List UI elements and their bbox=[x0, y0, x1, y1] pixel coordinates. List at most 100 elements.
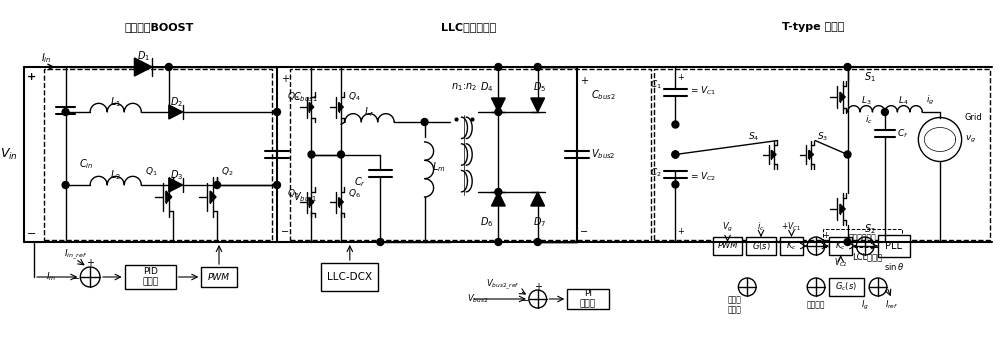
Text: $Q_2$: $Q_2$ bbox=[221, 166, 233, 178]
Text: $=V_{C1}$: $=V_{C1}$ bbox=[689, 85, 716, 97]
Text: $I_{in\_ref}$: $I_{in\_ref}$ bbox=[64, 248, 87, 262]
Text: $=V_{C2}$: $=V_{C2}$ bbox=[689, 170, 716, 183]
Text: $D_6$: $D_6$ bbox=[480, 215, 493, 229]
Text: $D_5$: $D_5$ bbox=[533, 80, 546, 94]
Text: PLL: PLL bbox=[885, 241, 902, 251]
Text: $-$: $-$ bbox=[520, 294, 529, 304]
Text: $v_g$: $v_g$ bbox=[965, 134, 976, 145]
Bar bbox=[321, 263, 378, 291]
Circle shape bbox=[672, 151, 679, 158]
Text: $Q_1$: $Q_1$ bbox=[145, 166, 157, 178]
Text: $L_1$: $L_1$ bbox=[110, 95, 121, 109]
Text: $C_r$: $C_r$ bbox=[354, 176, 366, 189]
Text: 交错并联BOOST: 交错并联BOOST bbox=[124, 22, 194, 32]
Text: $n_1\!:\!n_2$: $n_1\!:\!n_2$ bbox=[451, 81, 477, 93]
Text: $I_g$: $I_g$ bbox=[861, 299, 869, 311]
Text: $L_4$: $L_4$ bbox=[898, 95, 909, 107]
Text: $V_{bus1}$: $V_{bus1}$ bbox=[293, 190, 317, 204]
Circle shape bbox=[534, 63, 541, 70]
Circle shape bbox=[308, 151, 315, 158]
Polygon shape bbox=[309, 102, 314, 112]
Text: PID
控制器: PID 控制器 bbox=[142, 267, 158, 287]
Circle shape bbox=[844, 239, 851, 245]
Bar bbox=[44, 69, 272, 240]
Bar bbox=[654, 69, 990, 240]
Text: +: + bbox=[86, 258, 94, 268]
Circle shape bbox=[338, 151, 344, 158]
Polygon shape bbox=[840, 92, 845, 102]
Circle shape bbox=[844, 151, 851, 158]
Circle shape bbox=[421, 119, 428, 125]
Bar bbox=[829, 278, 864, 296]
Text: $C_{bus2}$: $C_{bus2}$ bbox=[591, 88, 615, 102]
Text: $L_m$: $L_m$ bbox=[432, 160, 446, 174]
Text: $K_c$: $K_c$ bbox=[786, 240, 797, 252]
Text: 母线均压控制: 母线均压控制 bbox=[848, 234, 876, 243]
Text: +: + bbox=[677, 72, 684, 82]
Polygon shape bbox=[169, 178, 183, 192]
Text: $I_{in}$: $I_{in}$ bbox=[46, 271, 56, 283]
Circle shape bbox=[881, 109, 888, 116]
Text: $G(s)$: $G(s)$ bbox=[752, 240, 770, 252]
Circle shape bbox=[844, 63, 851, 70]
Text: $Q_5$: $Q_5$ bbox=[287, 188, 300, 200]
Text: $I_{in}$: $I_{in}$ bbox=[41, 51, 51, 65]
Bar bbox=[780, 237, 803, 255]
Text: $S_2$: $S_2$ bbox=[864, 222, 876, 236]
Text: $V_{in}$: $V_{in}$ bbox=[0, 147, 18, 162]
Circle shape bbox=[672, 151, 679, 158]
Text: PWM: PWM bbox=[208, 273, 230, 281]
Text: $L_3$: $L_3$ bbox=[861, 95, 871, 107]
Text: $V_{bus2}$: $V_{bus2}$ bbox=[467, 293, 489, 305]
Text: $S_1$: $S_1$ bbox=[864, 70, 876, 84]
Bar bbox=[878, 235, 910, 257]
Text: LCL滤波器: LCL滤波器 bbox=[852, 252, 883, 262]
Text: $C_{in}$: $C_{in}$ bbox=[79, 158, 94, 172]
Bar bbox=[829, 237, 852, 255]
Text: $G_c(s)$: $G_c(s)$ bbox=[835, 281, 858, 293]
Text: $-$: $-$ bbox=[579, 225, 588, 235]
Polygon shape bbox=[531, 98, 545, 112]
Text: $-$: $-$ bbox=[71, 272, 80, 282]
Text: $-$: $-$ bbox=[280, 225, 289, 235]
Text: $L_r$: $L_r$ bbox=[364, 105, 375, 119]
Polygon shape bbox=[169, 105, 183, 119]
Text: +: + bbox=[281, 74, 289, 84]
Text: 有源阻尼: 有源阻尼 bbox=[807, 301, 825, 309]
Bar bbox=[823, 229, 902, 247]
Polygon shape bbox=[166, 191, 172, 203]
Polygon shape bbox=[491, 192, 505, 206]
Polygon shape bbox=[339, 102, 343, 112]
Text: $C_f$: $C_f$ bbox=[897, 128, 908, 140]
Text: $D_3$: $D_3$ bbox=[170, 168, 183, 182]
Text: $L_2$: $L_2$ bbox=[110, 168, 121, 182]
Text: $S_4$: $S_4$ bbox=[748, 130, 760, 143]
Text: $i_c$: $i_c$ bbox=[757, 221, 765, 233]
Circle shape bbox=[274, 182, 280, 188]
Text: $-$: $-$ bbox=[26, 227, 36, 237]
Text: $D_4$: $D_4$ bbox=[480, 80, 493, 94]
Text: 电网电
压前馈: 电网电 压前馈 bbox=[727, 295, 741, 315]
Polygon shape bbox=[210, 191, 216, 203]
Circle shape bbox=[672, 181, 679, 188]
Text: PWM: PWM bbox=[717, 242, 738, 250]
Text: $I_{ref}$: $I_{ref}$ bbox=[885, 299, 898, 311]
Text: $S_3$: $S_3$ bbox=[817, 130, 829, 143]
Text: $i_c$: $i_c$ bbox=[865, 114, 873, 126]
Circle shape bbox=[672, 121, 679, 128]
Circle shape bbox=[274, 109, 280, 116]
Bar bbox=[713, 237, 742, 255]
Polygon shape bbox=[339, 197, 343, 207]
Text: $V_{bus2\_ref}$: $V_{bus2\_ref}$ bbox=[486, 278, 520, 292]
Bar bbox=[125, 265, 176, 289]
Text: LLC谐振变换器: LLC谐振变换器 bbox=[441, 22, 496, 32]
Circle shape bbox=[165, 63, 172, 70]
Text: $C_1$: $C_1$ bbox=[650, 79, 662, 91]
Polygon shape bbox=[809, 150, 814, 159]
Bar bbox=[567, 289, 609, 309]
Text: $i_g$: $i_g$ bbox=[926, 93, 935, 106]
Text: $Q_6$: $Q_6$ bbox=[348, 188, 361, 200]
Circle shape bbox=[214, 182, 220, 188]
Bar bbox=[201, 267, 237, 287]
Text: $+V_{C1}$: $+V_{C1}$ bbox=[781, 221, 802, 233]
